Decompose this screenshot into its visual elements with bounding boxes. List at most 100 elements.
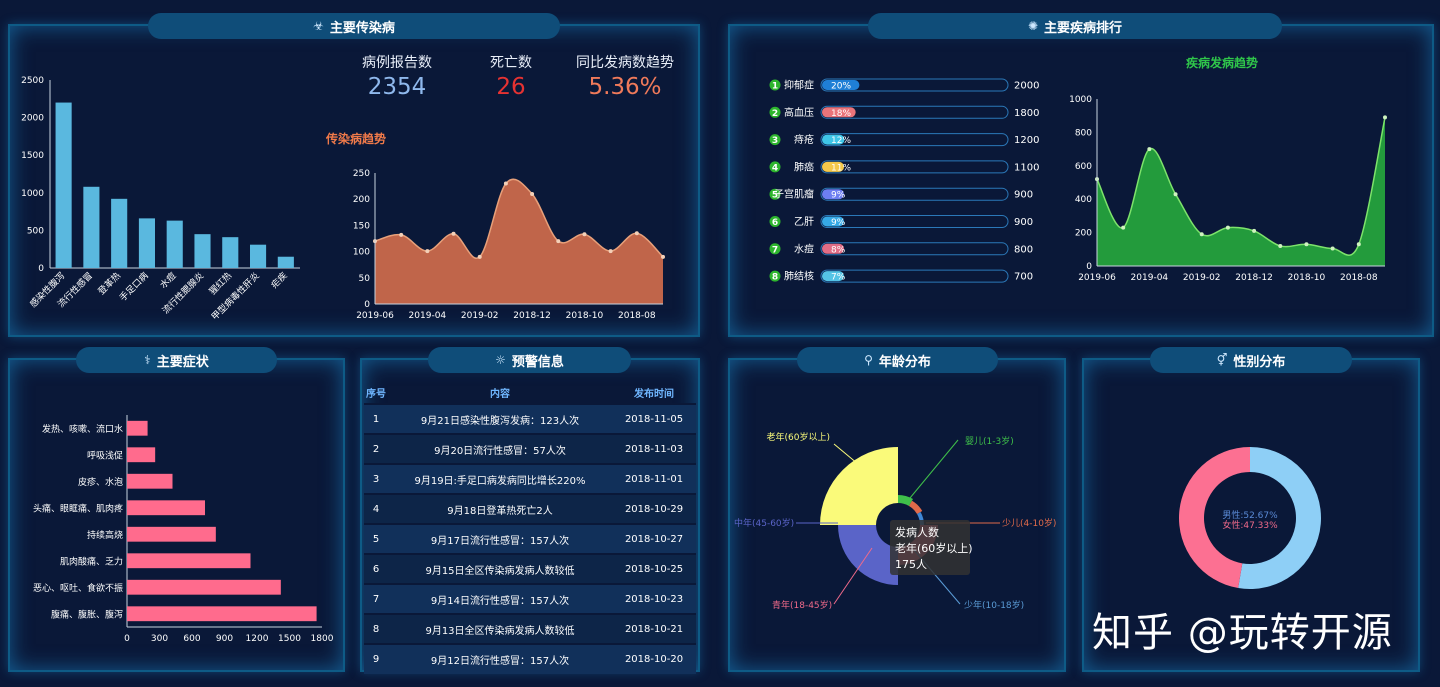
- y-tick-label: 头痛、眼眶痛、肌肉疼: [33, 502, 123, 514]
- progress-track: [820, 215, 1009, 228]
- warning-date: 2018-11-03: [612, 433, 696, 464]
- data-point: [1199, 232, 1204, 237]
- male-slice: [1238, 447, 1321, 589]
- progress-track: [820, 133, 1009, 147]
- warning-row[interactable]: 8 9月13日全区传染病发病人数较低 2018-10-21: [364, 613, 696, 644]
- ranking-item: 1 抑郁症 20% 2000: [769, 78, 1039, 92]
- ranking-item: 6 乙肝 9% 900: [769, 215, 1033, 228]
- caduceus-icon: ⚕: [144, 353, 151, 367]
- warning-index: 3: [364, 463, 388, 494]
- age-panel: [728, 358, 1066, 672]
- x-tick-label: 900: [216, 634, 233, 644]
- disease-name: 水痘: [794, 242, 814, 255]
- x-tick-label: 2018-08: [1340, 273, 1378, 283]
- warning-header-row: 序号 内容 发布时间: [364, 382, 696, 404]
- ranking-list: 1 抑郁症 20% 2000 2 高血压 18% 1800 3 痔疮 12% 1200 4 肺癌 11% 11…: [769, 78, 1039, 283]
- symptoms-title-text: 主要症状: [156, 354, 209, 370]
- x-tick-label: 2018-10: [566, 311, 604, 321]
- gender-panel: [1082, 358, 1420, 672]
- chart-title: 传染病趋势: [325, 131, 386, 146]
- slice-label: 少年(10-18岁): [964, 599, 1024, 611]
- warning-row[interactable]: 6 9月15日全区传染病发病人数较低 2018-10-25: [364, 553, 696, 584]
- label-line: [833, 443, 859, 465]
- rank-badge: [769, 270, 781, 282]
- rank-badge: [769, 161, 781, 173]
- progress-track: [820, 187, 1009, 201]
- disease-count: 1800: [1014, 108, 1039, 119]
- y-tick-label: 250: [353, 169, 370, 179]
- age-panel-title: ⚲ 年龄分布: [797, 347, 998, 373]
- warning-content: 9月19日:手足口病发病同比增长220%: [388, 463, 612, 494]
- rank-badge: [769, 106, 781, 118]
- x-tick-label: 2019-04: [1131, 273, 1169, 283]
- ranking-item: 4 肺癌 11% 1100: [769, 160, 1039, 174]
- rank-number: 5: [772, 191, 778, 201]
- tooltip-box: [890, 520, 970, 575]
- progress-track: [820, 269, 1009, 283]
- warning-row[interactable]: 7 9月14日流行性感冒：157人次 2018-10-23: [364, 583, 696, 614]
- ranking-item: 3 痔疮 12% 1200: [769, 133, 1039, 147]
- rank-badge: [769, 79, 781, 91]
- ranking-item: 2 高血压 18% 1800: [769, 105, 1039, 119]
- ranking-title-text: 主要疾病排行: [1044, 20, 1123, 36]
- disease-name: 乙肝: [794, 216, 814, 228]
- bar: [127, 553, 251, 569]
- data-point: [582, 232, 587, 237]
- warning-content: 9月14日流行性感冒：157人次: [388, 583, 612, 614]
- gender-donut-chart: 男性:52.67%女性:47.33%: [1179, 447, 1321, 589]
- progress-fill: [822, 161, 844, 172]
- warning-index: 8: [364, 613, 388, 644]
- data-point: [1252, 228, 1257, 233]
- warning-row[interactable]: 9 9月12日流行性感冒：157人次 2018-10-20: [364, 643, 696, 674]
- progress-fill: [822, 189, 844, 200]
- data-point: [1173, 192, 1178, 197]
- x-tick-label: 登革热: [95, 270, 123, 298]
- warning-header-date: 发布时间: [634, 389, 674, 400]
- warning-index: 1: [364, 403, 388, 434]
- warning-row[interactable]: 5 9月17日流行性感冒：157人次 2018-10-27: [364, 523, 696, 554]
- rose-slice: [909, 500, 923, 514]
- warning-row[interactable]: 1 9月21日感染性腹泻发病：123人次 2018-11-05: [364, 403, 696, 434]
- disease-trend-chart: 疾病发病趋势 0 200 400 600 800 1000 2019-06 2019-04 201…: [1069, 55, 1387, 283]
- y-tick-label: 500: [27, 226, 44, 236]
- progress-track: [820, 105, 1009, 119]
- warning-content: 9月15日全区传染病发病人数较低: [388, 553, 612, 584]
- warning-row[interactable]: 3 9月19日:手足口病发病同比增长220% 2018-11-01: [364, 463, 696, 494]
- bar: [222, 237, 239, 268]
- bar: [127, 526, 216, 542]
- warning-index: 6: [364, 553, 388, 584]
- warning-row[interactable]: 4 9月18日登革热死亡2人 2018-10-29: [364, 493, 696, 524]
- x-tick-label: 600: [183, 634, 200, 644]
- rank-number: 1: [772, 82, 778, 92]
- data-point: [477, 254, 482, 259]
- reports-value: 2354: [367, 74, 427, 100]
- chart-title: 疾病发病趋势: [1186, 55, 1258, 70]
- warning-index: 5: [364, 523, 388, 554]
- slice-label: 中年(45-60岁): [734, 517, 794, 529]
- progress-percent: 11%: [831, 163, 851, 173]
- data-point: [451, 231, 456, 236]
- data-point: [608, 249, 613, 254]
- y-tick-label: 600: [1075, 162, 1092, 172]
- progress-track: [820, 242, 1009, 256]
- ranking-item: 7 水痘 8% 800: [769, 242, 1033, 256]
- warning-content: 9月17日流行性感冒：157人次: [388, 523, 612, 554]
- disease-count: 2000: [1014, 81, 1039, 92]
- disease-name: 抑郁症: [784, 79, 814, 92]
- warning-content: 9月18日登革热死亡2人: [388, 493, 612, 524]
- bar: [138, 218, 155, 268]
- x-tick-label: 2019-06: [356, 311, 394, 321]
- x-tick-label: 疟疾: [268, 270, 289, 291]
- y-tick-label: 持续高烧: [87, 529, 123, 541]
- x-tick-label: 1800: [311, 634, 334, 644]
- y-tick-label: 0: [1086, 262, 1092, 272]
- y-tick-label: 1500: [21, 151, 44, 161]
- label-line: [909, 439, 959, 499]
- warning-date: 2018-11-05: [612, 403, 696, 434]
- y-tick-label: 1000: [1069, 95, 1092, 105]
- warning-row[interactable]: 2 9月20日流行性感冒：57人次 2018-11-03: [364, 433, 696, 464]
- data-point: [1330, 246, 1335, 251]
- y-tick-label: 腹痛、腹胀、腹泻: [51, 608, 123, 620]
- bar: [194, 234, 211, 268]
- progress-fill: [822, 80, 860, 90]
